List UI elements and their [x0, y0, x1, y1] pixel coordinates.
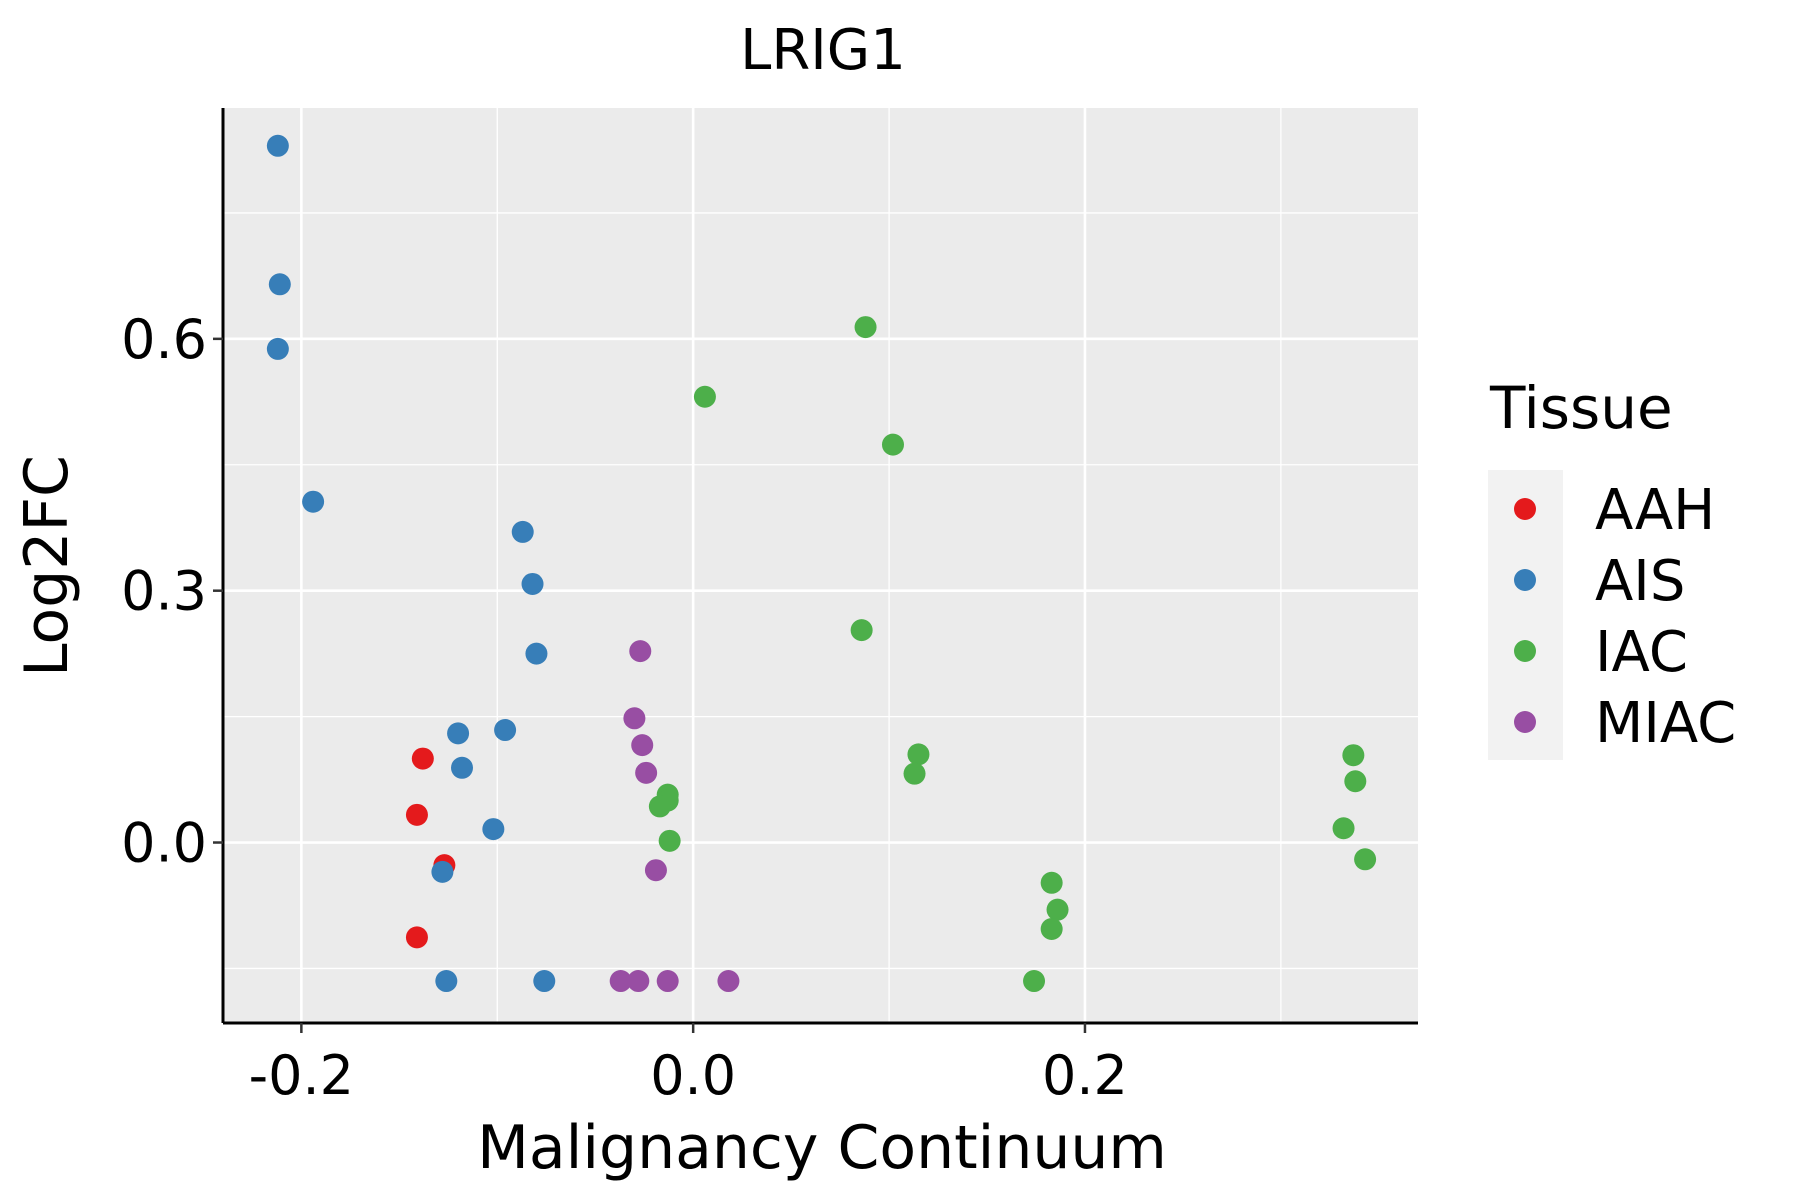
legend-label-iac: IAC [1595, 620, 1688, 685]
x-axis-title: Malignancy Continuum [477, 1113, 1167, 1183]
x-tick-label: 0.0 [650, 1044, 736, 1107]
point-iac [1040, 917, 1063, 940]
data-points [266, 134, 1377, 993]
legend-title: Tissue [1489, 374, 1673, 442]
y-tick-label: 0.6 [121, 308, 207, 371]
point-iac [1342, 744, 1365, 767]
point-ais [435, 970, 458, 993]
point-miac [609, 970, 632, 993]
legend-key-aah [1514, 498, 1536, 520]
point-iac [1046, 898, 1069, 921]
point-iac [1023, 970, 1046, 993]
legend-key-ais [1514, 569, 1536, 591]
point-iac [854, 316, 877, 339]
point-iac [1332, 817, 1355, 840]
point-iac [658, 829, 681, 852]
point-ais [482, 818, 505, 841]
point-ais [447, 722, 470, 745]
point-ais [511, 520, 534, 543]
point-ais [533, 970, 556, 993]
plot-panel [223, 108, 1418, 1023]
point-ais [451, 756, 473, 779]
y-tick-label: 0.0 [121, 812, 207, 875]
point-aah [411, 747, 434, 770]
point-miac [623, 707, 646, 730]
point-ais [302, 490, 325, 513]
point-iac [1344, 770, 1367, 793]
point-iac [1040, 871, 1063, 894]
point-ais [525, 642, 548, 665]
axis-ticks: -0.2 0.0 0.2 0.0 0.3 0.6 [121, 308, 1128, 1107]
chart-title: LRIG1 [740, 18, 906, 83]
point-ais [266, 134, 289, 157]
gridlines [223, 108, 1418, 1023]
point-miac [717, 970, 740, 993]
point-iac [1354, 848, 1377, 871]
point-ais [431, 860, 454, 883]
legend-label-ais: AIS [1595, 549, 1685, 614]
point-aah [405, 803, 428, 826]
point-iac [903, 762, 926, 785]
y-axis-title: Log2FC [12, 455, 82, 677]
point-ais [266, 337, 289, 360]
point-aah [405, 926, 428, 949]
y-tick-label: 0.3 [121, 560, 207, 623]
point-miac [627, 970, 650, 993]
point-iac [881, 433, 904, 456]
legend-key-miac [1514, 711, 1536, 733]
point-miac [631, 734, 654, 757]
legend-label-miac: MIAC [1595, 691, 1736, 756]
point-ais [521, 572, 544, 595]
x-tick-label: -0.2 [249, 1044, 354, 1107]
x-tick-label: 0.2 [1042, 1044, 1128, 1107]
point-iac [693, 385, 716, 408]
point-miac [656, 970, 679, 993]
point-ais [268, 273, 291, 296]
point-iac [907, 743, 930, 766]
point-miac [629, 640, 652, 663]
point-miac [635, 761, 658, 784]
point-ais [494, 719, 517, 742]
point-iac [648, 795, 671, 818]
point-miac [644, 859, 667, 882]
legend-key-iac [1514, 640, 1536, 662]
legend-label-aah: AAH [1595, 478, 1715, 543]
point-iac [850, 619, 873, 642]
